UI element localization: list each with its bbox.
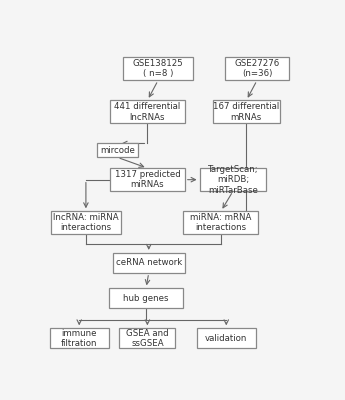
FancyBboxPatch shape <box>119 328 176 348</box>
FancyBboxPatch shape <box>197 328 256 348</box>
Text: 1317 predicted
miRNAs: 1317 predicted miRNAs <box>115 170 180 189</box>
Text: 441 differential
lncRNAs: 441 differential lncRNAs <box>114 102 180 122</box>
FancyBboxPatch shape <box>124 57 193 80</box>
Text: TargetScan;
miRDB;
miRTarBase: TargetScan; miRDB; miRTarBase <box>208 165 258 194</box>
Text: ceRNA network: ceRNA network <box>116 258 182 267</box>
Text: validation: validation <box>205 334 247 343</box>
Text: GSE138125
( n=8 ): GSE138125 ( n=8 ) <box>133 59 184 78</box>
Text: miRNA: mRNA
interactions: miRNA: mRNA interactions <box>190 213 252 232</box>
FancyBboxPatch shape <box>184 211 258 234</box>
FancyBboxPatch shape <box>213 100 280 124</box>
Text: hub genes: hub genes <box>123 294 169 303</box>
FancyBboxPatch shape <box>112 253 185 273</box>
FancyBboxPatch shape <box>199 168 266 191</box>
Text: GSEA and
ssGSEA: GSEA and ssGSEA <box>126 328 169 348</box>
FancyBboxPatch shape <box>50 328 109 348</box>
FancyBboxPatch shape <box>110 100 185 124</box>
FancyBboxPatch shape <box>225 57 289 80</box>
FancyBboxPatch shape <box>110 168 185 191</box>
Text: immune
filtration: immune filtration <box>61 328 98 348</box>
FancyBboxPatch shape <box>97 144 138 157</box>
Text: GSE27276
(n=36): GSE27276 (n=36) <box>234 59 280 78</box>
Text: lncRNA: miRNA
interactions: lncRNA: miRNA interactions <box>53 213 119 232</box>
FancyBboxPatch shape <box>51 211 121 234</box>
Text: mircode: mircode <box>100 146 135 155</box>
Text: 167 differential
mRNAs: 167 differential mRNAs <box>213 102 279 122</box>
FancyBboxPatch shape <box>109 288 184 308</box>
